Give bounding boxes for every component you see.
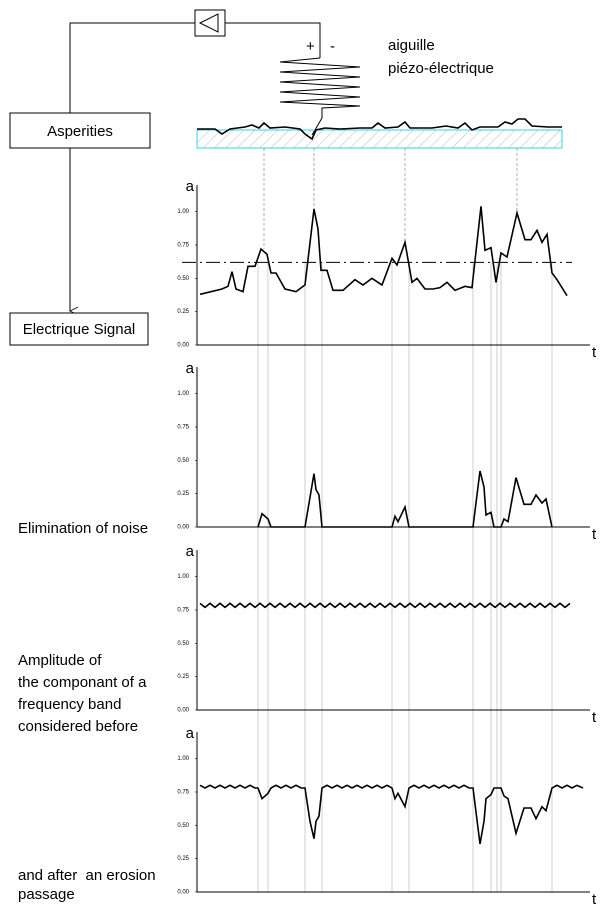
minus-sign: - — [330, 38, 335, 55]
y-tick-label: 0.00 — [177, 708, 189, 714]
y-tick-label: 0.75 — [177, 608, 189, 614]
data-line — [199, 784, 584, 845]
x-axis-label: t — [592, 526, 597, 543]
surface-profile — [197, 118, 562, 141]
x-axis-label: t — [592, 709, 597, 726]
y-tick-label: 0.50 — [177, 276, 189, 282]
y-tick-label: 0.50 — [177, 641, 189, 647]
y-axis-label: a — [186, 725, 195, 742]
amplifier — [69, 9, 321, 113]
surface — [196, 129, 563, 149]
caption: Elimination of noise — [18, 520, 148, 537]
y-tick-label: 0.25 — [177, 856, 189, 862]
caption: frequency band — [18, 696, 121, 713]
plus-sign: + — [306, 38, 315, 55]
box-label: Asperities — [47, 123, 113, 140]
y-axis-label: a — [186, 178, 195, 195]
signal-box — [9, 312, 149, 346]
x-axis-label: t — [592, 344, 597, 361]
y-tick-label: 0.00 — [177, 525, 189, 531]
y-tick-label: 0.75 — [177, 425, 189, 431]
caption: the componant of a — [18, 674, 147, 691]
data-line — [199, 602, 571, 609]
asperities-box — [9, 112, 151, 149]
caption: and after an erosion — [18, 867, 156, 884]
y-tick-label: 0.75 — [177, 790, 189, 796]
y-tick-label: 0.25 — [177, 309, 189, 315]
data-line — [257, 470, 553, 528]
y-axis-label: a — [186, 360, 195, 377]
caption: considered before — [18, 718, 138, 735]
needle-label: piézo-électrique — [388, 60, 494, 77]
y-tick-label: 0.50 — [177, 823, 189, 829]
y-tick-label: 0.00 — [177, 890, 189, 896]
y-tick-label: 1.00 — [177, 209, 189, 215]
y-tick-label: 1.00 — [177, 391, 189, 397]
y-tick-label: 1.00 — [177, 756, 189, 762]
y-tick-label: 1.00 — [177, 574, 189, 580]
y-tick-label: 0.75 — [177, 243, 189, 249]
box-label: Electrique Signal — [23, 321, 136, 338]
data-line — [199, 206, 568, 297]
y-axis-label: a — [186, 543, 195, 560]
y-tick-label: 0.50 — [177, 458, 189, 464]
caption: passage — [18, 886, 75, 903]
y-tick-label: 0.25 — [177, 674, 189, 680]
needle-label: aiguille — [388, 37, 435, 54]
y-tick-label: 0.25 — [177, 491, 189, 497]
x-axis-label: t — [592, 891, 597, 906]
y-tick-label: 0.00 — [177, 343, 189, 349]
coil — [279, 57, 361, 136]
guide-lines — [263, 148, 518, 249]
guide-lines — [257, 262, 553, 892]
caption: Amplitude of — [18, 652, 102, 669]
